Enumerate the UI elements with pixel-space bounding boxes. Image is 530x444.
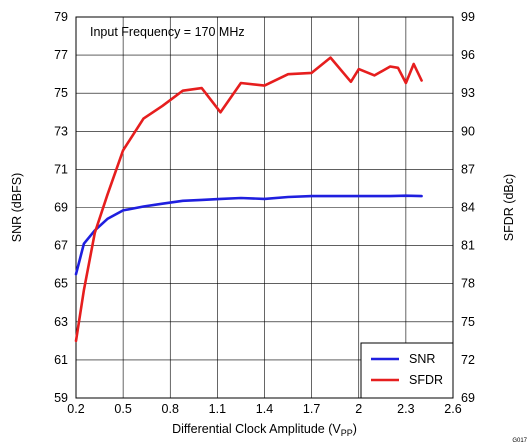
y-right-tick-label: 69 xyxy=(461,391,475,405)
annotation: Input Frequency = 170 MHz xyxy=(90,25,245,39)
y-right-tick-label: 72 xyxy=(461,353,475,367)
legend: SNR SFDR xyxy=(360,342,454,399)
y-left-tick-label: 79 xyxy=(54,10,68,24)
x-tick-labels: 0.2 0.5 0.8 1.1 1.4 1.7 2 2.3 2.6 xyxy=(67,402,461,416)
grid xyxy=(75,16,454,399)
y-right-tick-label: 81 xyxy=(461,239,475,253)
x-tick-label: 1.7 xyxy=(303,402,320,416)
x-tick-label: 2 xyxy=(355,402,362,416)
series-layer xyxy=(74,56,423,343)
y-left-axis-title: SNR (dBFS) xyxy=(10,173,24,242)
y-right-tick-label: 87 xyxy=(461,162,475,176)
y-left-tick-label: 67 xyxy=(54,239,68,253)
y-left-tick-label: 63 xyxy=(54,315,68,329)
x-axis-title-subscript: PP xyxy=(341,428,353,438)
figure-id: G017 xyxy=(512,438,527,444)
y-left-tick-label: 75 xyxy=(54,86,68,100)
x-tick-label: 2.6 xyxy=(444,402,461,416)
series-line-snr xyxy=(74,194,423,276)
x-axis-title-end: ) xyxy=(353,422,357,436)
y-right-axis-title: SFDR (dBc) xyxy=(502,174,516,241)
x-axis-title-main: Differential Clock Amplitude (V xyxy=(172,422,341,436)
y-left-tick-label: 71 xyxy=(54,162,68,176)
x-tick-label: 0.8 xyxy=(162,402,179,416)
x-axis-title: Differential Clock Amplitude (VPP) xyxy=(172,422,357,438)
plot-frame xyxy=(75,16,454,399)
y-right-tick-label: 90 xyxy=(461,124,475,138)
y-right-tick-label: 99 xyxy=(461,10,475,24)
y-left-tick-label: 61 xyxy=(54,353,68,367)
y-left-tick-label: 69 xyxy=(54,201,68,215)
series-line-sfdr xyxy=(74,56,423,343)
y-right-tick-label: 96 xyxy=(461,48,475,62)
y-right-tick-label: 78 xyxy=(461,277,475,291)
x-tick-label: 0.2 xyxy=(67,402,84,416)
y-right-tick-label: 75 xyxy=(461,315,475,329)
x-tick-label: 1.4 xyxy=(256,402,273,416)
y-right-tick-label: 93 xyxy=(461,86,475,100)
y-left-tick-labels: 59 61 63 65 67 69 71 73 75 77 79 xyxy=(54,10,68,405)
x-tick-label: 0.5 xyxy=(114,402,131,416)
y-left-tick-label: 59 xyxy=(54,391,68,405)
y-right-tick-label: 84 xyxy=(461,201,475,215)
y-left-tick-label: 73 xyxy=(54,124,68,138)
legend-label-snr: SNR xyxy=(409,352,435,366)
y-right-tick-labels: 69 72 75 78 81 84 87 90 93 96 99 xyxy=(461,10,475,405)
x-tick-label: 1.1 xyxy=(209,402,226,416)
x-tick-label: 2.3 xyxy=(397,402,414,416)
y-left-tick-label: 65 xyxy=(54,277,68,291)
y-left-tick-label: 77 xyxy=(54,48,68,62)
legend-label-sfdr: SFDR xyxy=(409,373,443,387)
legend-box xyxy=(360,342,454,399)
